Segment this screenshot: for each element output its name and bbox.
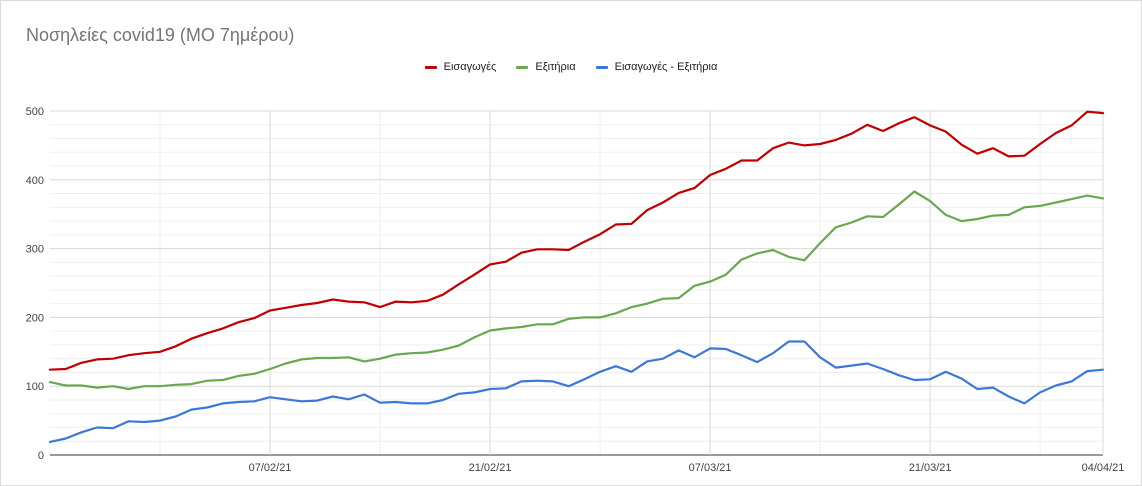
legend-swatch-exitiria: [516, 65, 529, 69]
y-tick-label: 300: [26, 244, 44, 256]
chart-title: Νοσηλείες covid19 (ΜΟ 7ημέρου): [26, 25, 295, 45]
y-tick-label: 100: [26, 381, 44, 393]
y-tick-label: 500: [26, 106, 44, 118]
legend-label-eisagoges: Εισαγωγές: [443, 61, 497, 73]
legend-label-diafora: Εισαγωγές - Εξιτήρια: [614, 61, 718, 73]
legend-swatch-diafora: [595, 65, 608, 69]
x-tick-label: 21/03/21: [909, 462, 952, 474]
y-tick-label: 200: [26, 312, 44, 324]
series-line-1: [48, 190, 1105, 391]
legend: Εισαγωγές Εξιτήρια Εισαγωγές - Εξιτήρια: [0, 61, 1142, 73]
legend-swatch-eisagoges: [424, 65, 437, 69]
y-tick-label: 0: [38, 450, 44, 462]
series-line-0: [48, 110, 1105, 371]
legend-item-exitiria[interactable]: Εξιτήρια: [516, 61, 576, 73]
series-line-2: [48, 340, 1105, 443]
x-tick-label: 07/02/21: [249, 462, 292, 474]
legend-item-diafora[interactable]: Εισαγωγές - Εξιτήρια: [595, 61, 718, 73]
x-tick-label: 04/04/21: [1082, 462, 1125, 474]
legend-label-exitiria: Εξιτήρια: [535, 61, 576, 73]
legend-item-eisagoges[interactable]: Εισαγωγές: [424, 61, 497, 73]
y-tick-label: 400: [26, 175, 44, 187]
x-tick-label: 21/02/21: [469, 462, 512, 474]
x-tick-label: 07/03/21: [689, 462, 732, 474]
